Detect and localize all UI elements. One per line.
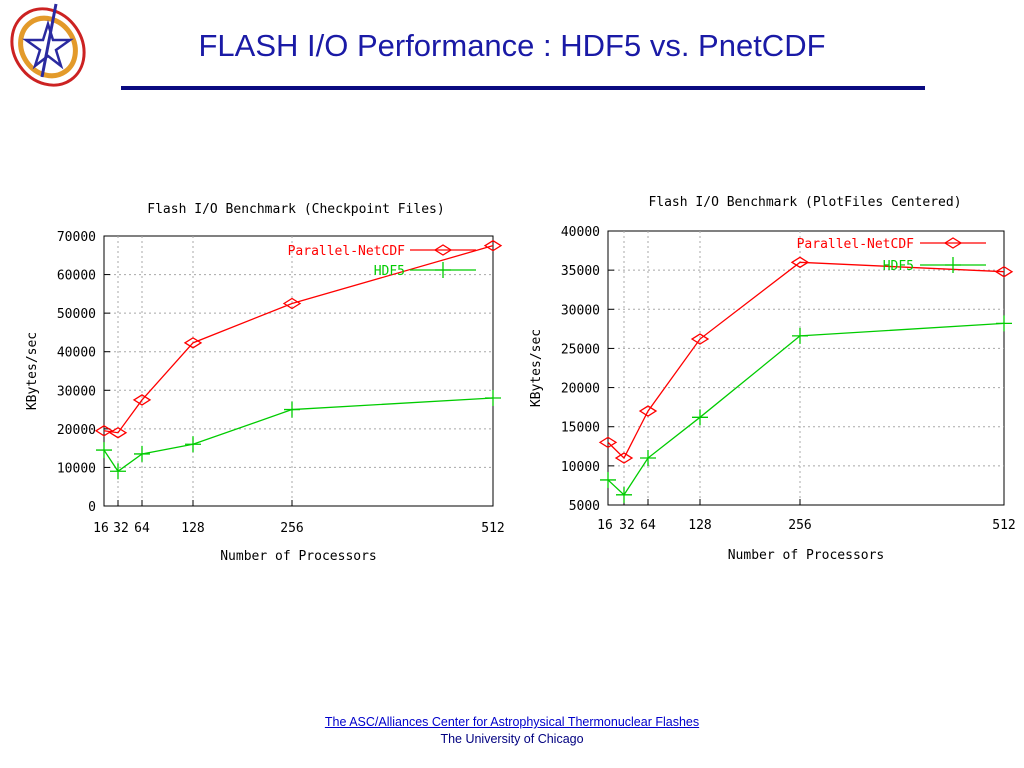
footer-university: The University of Chicago	[440, 732, 584, 746]
plus-point-marker	[640, 450, 656, 467]
diamond-point-marker	[598, 436, 618, 449]
diamond-point-marker	[108, 426, 128, 439]
x-tick-label: 32	[113, 521, 129, 536]
y-axis-label: KBytes/sec	[529, 329, 544, 407]
legend-label: HDF5	[374, 264, 405, 279]
footer: The ASC/Alliances Center for Astrophysic…	[0, 714, 1024, 748]
series-line-hdf5	[103, 397, 494, 473]
plus-point-marker	[616, 486, 632, 503]
y-tick-label: 50000	[57, 307, 96, 322]
checkpoint-benchmark-chart: Flash I/O Benchmark (Checkpoint Files) 0 1…	[25, 202, 505, 564]
x-tick-label: 32	[619, 518, 635, 533]
legend-diamond-marker	[943, 237, 963, 249]
x-axis-label: Number of Processors	[728, 548, 885, 563]
star-orbit-logo-icon	[10, 3, 86, 87]
y-tick-label: 20000	[561, 382, 600, 397]
legend-plus-marker	[435, 262, 451, 278]
diamond-point-marker	[282, 297, 302, 310]
series-line-hdf5	[607, 322, 1005, 496]
plus-point-marker	[110, 463, 126, 480]
legend-plus-marker	[945, 257, 961, 273]
y-tick-label: 25000	[561, 342, 600, 357]
x-tick-label: 16	[93, 521, 109, 536]
plotfiles-benchmark-chart: Flash I/O Benchmark (PlotFiles Centered)…	[529, 195, 1016, 563]
y-tick-label: 40000	[561, 225, 600, 240]
x-tick-label: 512	[992, 518, 1015, 533]
y-axis-label: KBytes/sec	[25, 332, 40, 410]
diamond-point-marker	[690, 333, 710, 345]
y-tick-label: 35000	[561, 264, 600, 279]
plus-point-marker	[185, 436, 201, 453]
diamond-point-marker	[483, 239, 503, 252]
x-tick-label: 64	[640, 518, 656, 533]
footer-center-link[interactable]: The ASC/Alliances Center for Astrophysic…	[324, 715, 700, 729]
chart-title: Flash I/O Benchmark (Checkpoint Files)	[147, 202, 444, 217]
legend-diamond-marker	[433, 244, 453, 256]
plus-point-marker	[792, 327, 808, 344]
y-tick-label: 60000	[57, 269, 96, 284]
x-tick-label: 256	[788, 518, 811, 533]
y-tick-label: 70000	[57, 230, 96, 245]
series-line-parallel-netcdf	[103, 245, 494, 434]
x-tick-label: 16	[597, 518, 613, 533]
x-tick-label: 128	[688, 518, 711, 533]
y-tick-label: 30000	[57, 384, 96, 399]
diamond-point-marker	[183, 337, 203, 349]
plus-point-marker	[692, 409, 708, 426]
y-tick-label: 10000	[57, 461, 96, 476]
slide-title: FLASH I/O Performance : HDF5 vs. PnetCDF	[198, 28, 826, 63]
legend-label: Parallel-NetCDF	[288, 244, 406, 259]
y-tick-label: 40000	[57, 346, 96, 361]
diamond-point-marker	[614, 452, 634, 464]
diamond-point-marker	[132, 394, 152, 406]
plot-frame	[103, 235, 494, 507]
plot-frame	[607, 230, 1005, 506]
x-tick-label: 256	[280, 521, 303, 536]
y-tick-label: 10000	[561, 460, 600, 475]
diamond-point-marker	[994, 265, 1014, 278]
plus-point-marker	[96, 442, 112, 459]
y-tick-label: 5000	[569, 499, 600, 514]
legend-label: HDF5	[883, 259, 914, 274]
y-tick-label: 15000	[561, 421, 600, 436]
title-underline	[121, 86, 925, 90]
plus-point-marker	[134, 445, 150, 462]
x-tick-label: 64	[134, 521, 150, 536]
diamond-point-marker	[638, 405, 658, 417]
plus-point-marker	[485, 390, 501, 406]
diamond-point-marker	[790, 256, 810, 269]
plus-point-marker	[284, 401, 300, 418]
plus-point-marker	[996, 315, 1012, 332]
x-tick-label: 128	[181, 521, 204, 536]
x-axis-label: Number of Processors	[220, 549, 377, 564]
x-tick-label: 512	[481, 521, 504, 536]
y-tick-label: 20000	[57, 423, 96, 438]
y-tick-label: 30000	[561, 303, 600, 318]
plus-point-marker	[600, 471, 616, 488]
legend-label: Parallel-NetCDF	[797, 237, 915, 252]
chart-title: Flash I/O Benchmark (PlotFiles Centered)	[648, 195, 961, 210]
y-tick-label: 0	[88, 500, 96, 515]
